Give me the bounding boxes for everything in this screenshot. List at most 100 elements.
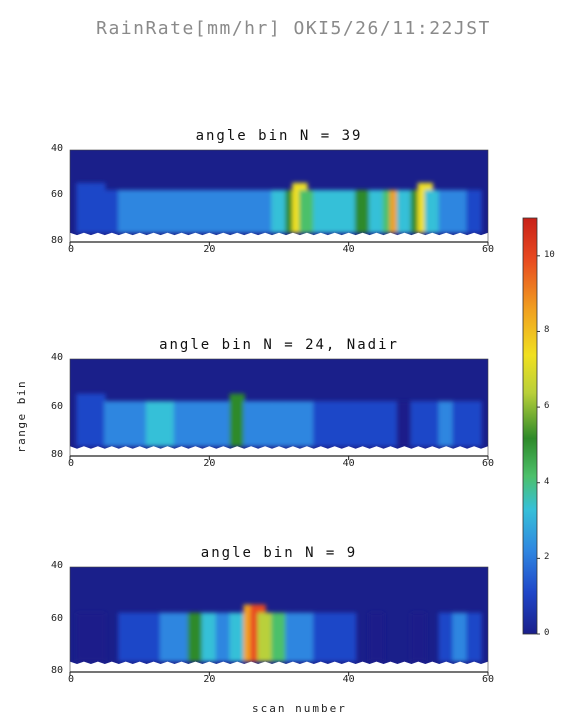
heatmap-cell	[424, 401, 440, 447]
heatmap-cell	[132, 190, 148, 233]
heatmap-cell	[215, 190, 231, 233]
heatmap-cell	[229, 393, 245, 447]
figure-title: RainRate[mm/hr] OKI5/26/11:22JST	[96, 18, 491, 39]
x-tick-label: 0	[68, 674, 75, 685]
heatmap-cell	[118, 612, 134, 662]
heatmap-cell	[368, 612, 385, 662]
panel-2-title: angle bin N = 24, Nadir	[159, 337, 399, 353]
panel-1-title: angle bin N = 39	[195, 128, 363, 144]
heatmap-cell	[257, 401, 273, 447]
heatmap-cell	[299, 401, 315, 447]
y-tick-label: 40	[51, 143, 64, 154]
colorbar-tick-label: 0	[544, 628, 550, 638]
colorbar-tick-label: 4	[544, 476, 550, 487]
x-tick-label: 0	[68, 244, 75, 255]
heatmap-cell	[452, 401, 468, 447]
heatmap-cell	[159, 190, 176, 233]
y-tick-label: 80	[51, 665, 64, 676]
y-tick-label: 60	[51, 612, 64, 624]
heatmap-cell	[466, 612, 482, 662]
heatmap-cell	[410, 401, 426, 447]
heatmap-cell	[466, 190, 482, 233]
heatmap-cell	[341, 612, 357, 662]
heatmap-cell	[368, 190, 385, 233]
x-tick-label: 60	[482, 458, 495, 469]
y-tick-label: 40	[51, 352, 64, 363]
y-tick-label: 60	[51, 400, 64, 412]
heatmap-cell	[173, 190, 190, 233]
heatmap-cell	[438, 612, 454, 662]
y-tick-label: 60	[51, 189, 64, 200]
heatmap-cell	[243, 401, 259, 447]
heatmap-cell	[132, 401, 148, 447]
colorbar-tick-label: 6	[544, 401, 550, 412]
surface-mask	[70, 232, 488, 242]
heatmap-cell	[145, 612, 162, 662]
heatmap-cell	[90, 393, 106, 447]
heatmap-cell	[382, 401, 399, 447]
heatmap-cell	[90, 612, 106, 662]
heatmap-cell	[299, 612, 315, 662]
heatmap-panel-3	[69, 566, 489, 676]
x-axis-label: scan number	[252, 702, 347, 715]
heatmap-cell	[76, 182, 92, 233]
y-tick-label: 40	[51, 560, 64, 571]
heatmap-panel-2	[69, 358, 489, 460]
heatmap-cell	[396, 190, 413, 233]
heatmap-cell	[145, 401, 162, 447]
heatmap-cell	[229, 612, 245, 662]
heatmap-cell	[354, 190, 371, 233]
heatmap-cell	[201, 401, 217, 447]
heatmap-cell	[187, 401, 204, 447]
heatmap-cell	[396, 401, 413, 447]
heatmap-cell	[159, 401, 176, 447]
heatmap-cell	[201, 190, 217, 233]
heatmap-cell	[229, 190, 245, 233]
heatmap-cell	[104, 401, 120, 447]
heatmap-cell	[118, 401, 134, 447]
heatmap-cell	[243, 190, 259, 233]
heatmap-cell	[257, 612, 273, 662]
heatmap-cell	[313, 612, 329, 662]
heatmap-cell	[118, 190, 134, 233]
colorbar-tick-label: 8	[544, 325, 550, 336]
x-tick-label: 60	[482, 674, 495, 685]
heatmap-cell	[327, 612, 343, 662]
heatmap-cell	[173, 401, 190, 447]
heatmap-cell	[452, 190, 468, 233]
heatmap-cell	[271, 612, 287, 662]
heatmap-cell	[410, 612, 426, 662]
heatmap-panel-1	[69, 149, 489, 246]
x-tick-label: 0	[68, 458, 75, 469]
heatmap-cell	[271, 401, 287, 447]
x-tick-label: 40	[342, 244, 355, 255]
heatmap-cell	[187, 190, 204, 233]
x-tick-label: 20	[203, 458, 216, 469]
y-tick-label: 80	[51, 235, 64, 246]
x-tick-label: 40	[342, 674, 355, 685]
heatmap-cell	[215, 401, 231, 447]
heatmap-cell	[215, 612, 231, 662]
heatmap-cell	[173, 612, 190, 662]
surface-mask	[70, 446, 488, 456]
heatmap-cell	[90, 182, 106, 233]
y-axis-label: range bin	[15, 379, 28, 453]
panel-3-title: angle bin N = 9	[200, 545, 358, 561]
colorbar-tick-label: 2	[544, 552, 550, 563]
heatmap-cell	[313, 190, 329, 233]
x-tick-label: 40	[342, 458, 355, 469]
heatmap-cell	[452, 612, 468, 662]
colorbar-ticks	[537, 255, 540, 635]
heatmap-cell	[132, 612, 148, 662]
heatmap-cell	[285, 612, 301, 662]
heatmap-cell	[438, 190, 454, 233]
x-tick-label: 20	[203, 244, 216, 255]
colorbar-tick-label: 10	[544, 249, 555, 260]
x-tick-label: 20	[203, 674, 216, 685]
heatmap-cell	[76, 612, 92, 662]
heatmap-cell	[327, 401, 343, 447]
heatmap-cell	[327, 190, 343, 233]
heatmap-cell	[257, 190, 273, 233]
colorbar	[522, 217, 538, 635]
